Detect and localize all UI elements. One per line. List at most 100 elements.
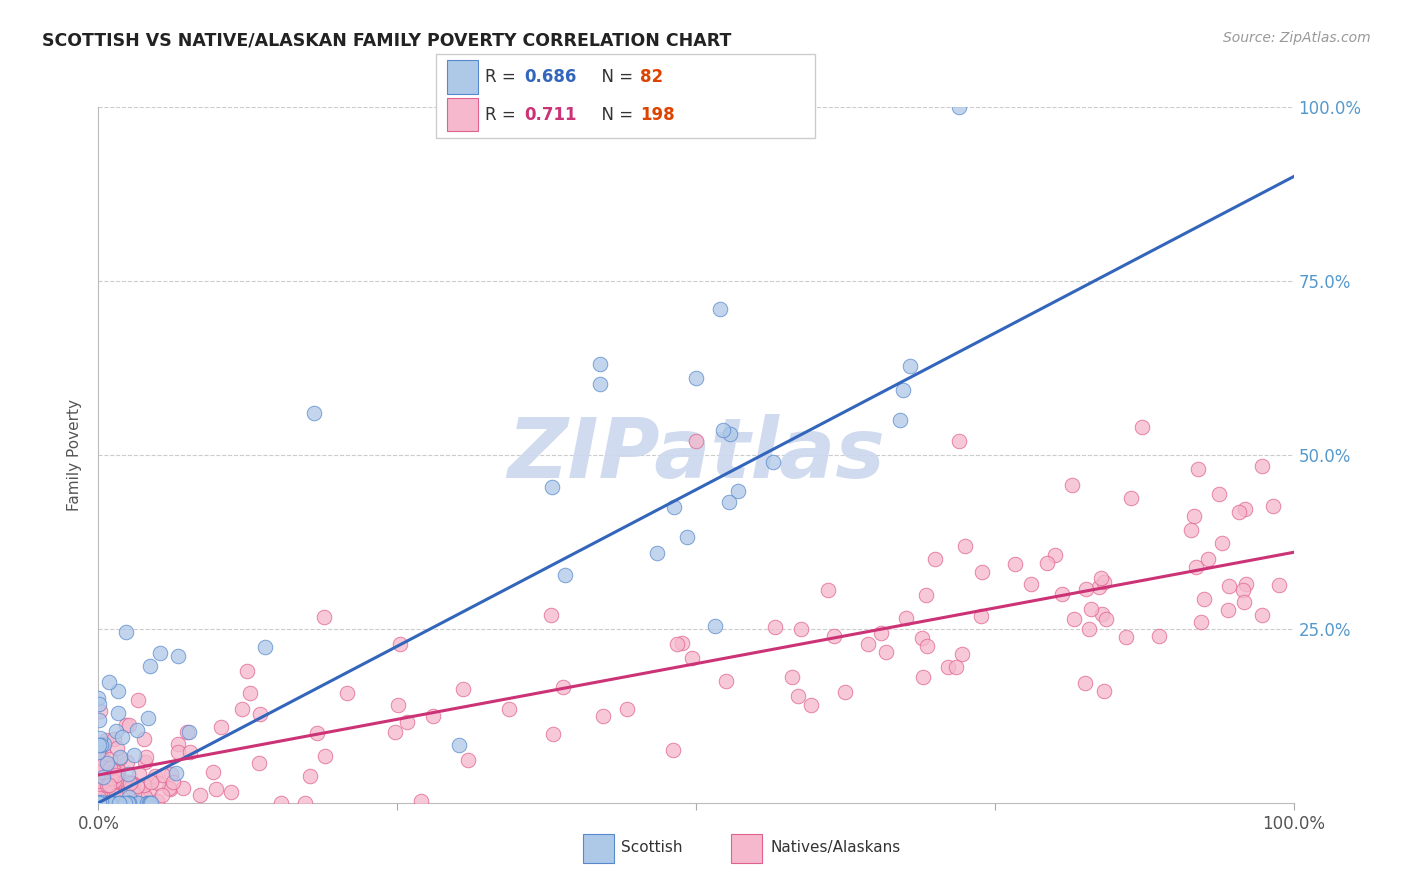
Point xyxy=(1182,509,1205,524)
Point xyxy=(188,789,211,803)
Point xyxy=(662,500,685,514)
Point xyxy=(101,757,124,772)
Point xyxy=(105,789,128,804)
Point xyxy=(90,751,112,765)
Point xyxy=(676,530,699,544)
Point xyxy=(127,796,149,810)
Point xyxy=(90,748,112,763)
Point xyxy=(298,769,321,783)
Point xyxy=(115,624,138,639)
Point xyxy=(100,796,122,810)
Point xyxy=(875,645,897,659)
Point xyxy=(108,779,131,793)
Point xyxy=(135,796,157,810)
Point xyxy=(924,552,946,566)
Point xyxy=(90,764,112,779)
Point xyxy=(143,769,166,783)
Point xyxy=(388,637,411,651)
Point xyxy=(115,755,138,769)
Point xyxy=(91,780,114,795)
Point xyxy=(936,659,959,673)
Point xyxy=(93,796,115,810)
Point xyxy=(134,789,156,804)
Point xyxy=(972,566,994,580)
Point xyxy=(87,764,110,779)
Point xyxy=(115,718,138,732)
Text: 198: 198 xyxy=(640,105,675,123)
Point xyxy=(1088,580,1111,594)
Point xyxy=(665,637,688,651)
Point xyxy=(681,651,703,665)
Point xyxy=(98,675,121,690)
Point xyxy=(166,737,188,751)
Point xyxy=(1232,582,1254,597)
Point xyxy=(540,480,562,494)
Point xyxy=(1094,683,1116,698)
Point xyxy=(720,427,742,442)
Point xyxy=(834,684,856,698)
Text: N =: N = xyxy=(591,69,638,87)
Point xyxy=(1036,556,1059,570)
Point xyxy=(239,686,262,700)
Point xyxy=(139,796,162,810)
Point xyxy=(551,681,574,695)
Point xyxy=(1019,577,1042,591)
Point xyxy=(704,619,727,633)
Point xyxy=(165,766,187,780)
Point xyxy=(898,359,921,373)
Point xyxy=(1234,577,1257,591)
Point xyxy=(146,776,169,790)
Point xyxy=(118,776,141,790)
Point xyxy=(125,796,148,810)
Point xyxy=(115,788,138,802)
Point xyxy=(763,620,786,634)
Point xyxy=(125,723,148,737)
Point xyxy=(911,632,934,646)
Point xyxy=(87,796,110,810)
Point xyxy=(90,795,112,809)
Point xyxy=(1004,558,1026,572)
Point xyxy=(1227,505,1250,519)
Point xyxy=(231,702,253,716)
Point xyxy=(120,787,142,801)
Point xyxy=(121,775,143,789)
Point xyxy=(1189,615,1212,629)
Point xyxy=(912,670,935,684)
Text: SCOTTISH VS NATIVE/ALASKAN FAMILY POVERTY CORRELATION CHART: SCOTTISH VS NATIVE/ALASKAN FAMILY POVERT… xyxy=(42,31,731,49)
Point xyxy=(589,358,612,372)
Point xyxy=(787,690,810,704)
Point xyxy=(236,665,259,679)
Point xyxy=(98,752,121,766)
Point xyxy=(138,796,160,810)
Point xyxy=(141,796,163,810)
Point xyxy=(105,760,128,774)
Point xyxy=(98,761,121,775)
Point xyxy=(107,706,129,720)
Point xyxy=(800,698,823,713)
Point xyxy=(124,787,146,801)
Point xyxy=(89,780,111,795)
Text: ZIPatlas: ZIPatlas xyxy=(508,415,884,495)
Point xyxy=(554,567,576,582)
Point xyxy=(205,781,228,796)
Text: N =: N = xyxy=(591,105,638,123)
Point xyxy=(94,787,117,801)
Point xyxy=(100,779,122,793)
Point xyxy=(115,780,138,794)
Point xyxy=(1251,608,1274,623)
Point xyxy=(87,796,110,810)
Point xyxy=(254,640,277,654)
Point xyxy=(177,724,200,739)
Point xyxy=(115,775,138,789)
Point xyxy=(89,731,111,745)
Point xyxy=(592,709,614,723)
Point xyxy=(457,752,479,766)
Point xyxy=(1090,571,1112,585)
Point xyxy=(1074,582,1097,597)
Point xyxy=(970,608,993,623)
Point xyxy=(90,796,112,810)
Point xyxy=(1208,486,1230,500)
Point xyxy=(395,715,418,730)
Point xyxy=(117,796,139,810)
Point xyxy=(176,725,198,739)
